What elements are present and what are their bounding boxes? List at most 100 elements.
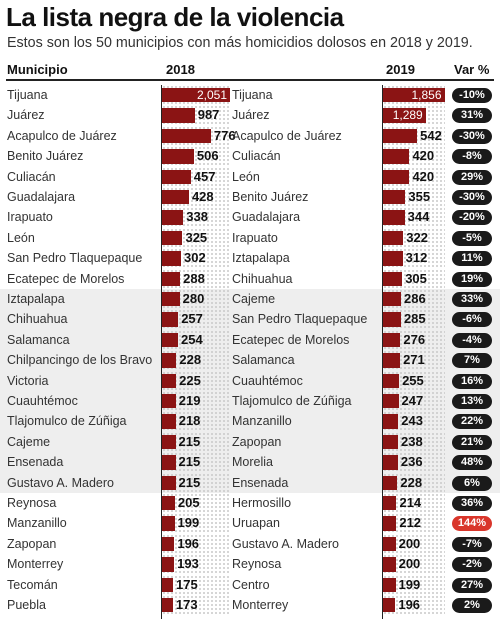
bar-2019 [383, 128, 418, 144]
table-row: Iztapalapa 280 Cajeme 286 33% [0, 289, 500, 310]
value-2019: 276 [403, 331, 426, 347]
bar-2018 [162, 557, 175, 572]
municipio-2018-name: Juárez [7, 108, 45, 123]
bar-2019 [383, 536, 396, 552]
municipio-2018-name: Chihuahua [7, 312, 68, 327]
header-var: Var % [454, 62, 490, 77]
bar-2018 [162, 598, 173, 613]
table-row: San Pedro Tlaquepaque 302 Iztapalapa 312 11% [0, 248, 500, 269]
axis-2019 [382, 85, 383, 619]
bar-2018 [162, 414, 176, 429]
value-2018: 228 [179, 352, 202, 368]
municipio-2018-name: Reynosa [7, 496, 57, 510]
municipio-2019-name: Culiacán [232, 149, 281, 164]
value-2019: 199 [398, 576, 421, 592]
value-2019: 196 [398, 597, 421, 612]
dot-pattern [383, 574, 445, 595]
bar-2019 [383, 455, 398, 470]
table-row: Puebla 173 Monterrey 196 2% [0, 595, 500, 616]
value-2018: 288 [183, 270, 205, 286]
municipio-2019-name: Tijuana [232, 88, 273, 102]
bar-2019 [383, 292, 402, 307]
dot-pattern [383, 431, 445, 453]
municipio-2019-name: Cajeme [232, 292, 276, 306]
page-title: La lista negra de la violencia [6, 2, 344, 32]
table-row: Manzanillo 199 Uruapan 212 144% [0, 513, 500, 534]
value-2019: 243 [401, 413, 423, 429]
dot-pattern [162, 309, 230, 330]
municipio-2019-name: Tlajomulco de Zúñiga [232, 394, 352, 408]
dot-pattern [162, 391, 230, 412]
municipio-2018-name: Chilpancingo de los Bravo [7, 353, 153, 368]
dot-pattern [162, 452, 230, 473]
var-pct-badge: -5% [452, 230, 492, 246]
municipio-2019-name: Guadalajara [232, 210, 301, 225]
bar-2019 [383, 312, 401, 327]
value-2019: 255 [402, 372, 424, 388]
table-row: Salamanca 254 Ecatepec de Morelos 276 -4% [0, 329, 500, 351]
bar-2019 [383, 557, 396, 572]
value-2019: 305 [405, 270, 427, 286]
table-row: Zapopan 196 Gustavo A. Madero 200 -7% [0, 533, 500, 555]
value-2018: 457 [193, 168, 216, 184]
dot-pattern [162, 472, 230, 493]
axis-2018 [161, 85, 162, 619]
bar-2018 [162, 332, 178, 348]
municipio-2018-name: Monterrey [7, 557, 64, 572]
value-2018: 215 [178, 474, 201, 490]
bar-2018 [162, 230, 183, 246]
municipio-2018-name: Guadalajara [7, 190, 76, 204]
var-pct-badge: 27% [452, 577, 492, 593]
header-municipio: Municipio [7, 62, 68, 77]
value-2018: 205 [177, 495, 200, 510]
bar-2018 [162, 190, 189, 205]
bar-2019 [383, 434, 398, 450]
value-2019: 542 [420, 127, 442, 143]
table-row: Ensenada 215 Morelia 236 48% [0, 452, 500, 473]
value-2018: 215 [178, 433, 201, 449]
bar-2018 [162, 149, 194, 164]
municipio-2019-name: Ensenada [232, 475, 289, 490]
municipio-2018-name: Benito Juárez [7, 149, 84, 164]
subtitle: Estos son los 50 municipios con más homi… [7, 35, 473, 51]
var-pct-badge: 7% [452, 353, 492, 369]
value-2018: 325 [185, 229, 208, 245]
value-2018: 199 [177, 515, 200, 531]
var-pct-badge: -6% [452, 312, 492, 328]
value-2018: 225 [179, 372, 201, 388]
var-pct-badge: -8% [452, 149, 492, 165]
dot-pattern [383, 595, 445, 616]
municipio-2018-name: Ensenada [7, 455, 64, 470]
var-pct-badge: 22% [452, 414, 492, 430]
table-row: Chihuahua 257 San Pedro Tlaquepaque 285 -6% [0, 309, 500, 330]
header-rule [6, 79, 494, 81]
municipio-2019-name: León [232, 169, 260, 184]
dot-pattern [383, 554, 445, 575]
dot-pattern [383, 513, 445, 534]
var-pct-badge: 48% [452, 455, 492, 471]
bar-2019 [383, 598, 396, 613]
var-pct-badge: 6% [452, 475, 492, 491]
table-row: Guadalajara 428 Benito Juárez 355 -30% [0, 187, 500, 208]
table-row: Tijuana 2,051 Tijuana 1,856 -10% [0, 85, 500, 106]
municipio-2018-name: Cuauhtémoc [7, 394, 78, 408]
value-2019: 214 [399, 495, 422, 510]
municipio-2018-name: Puebla [7, 598, 46, 612]
var-pct-badge: -2% [452, 557, 492, 573]
table-row: Culiacán 457 León 420 29% [0, 166, 500, 187]
value-2018: 254 [181, 331, 203, 347]
value-2019: 247 [401, 393, 424, 408]
bar-2018 [162, 169, 191, 184]
bar-2018 [162, 292, 180, 307]
municipio-2018-name: Salamanca [7, 332, 70, 347]
value-2019: 238 [400, 433, 423, 449]
var-pct-badge: 31% [452, 108, 492, 124]
value-2019: 420 [412, 148, 435, 164]
municipio-2019-name: Salamanca [232, 353, 295, 368]
bar-2018 [162, 516, 175, 531]
table-row: Tlajomulco de Zúñiga 218 Manzanillo 243 22% [0, 411, 500, 432]
bar-2018 [162, 373, 177, 388]
table-row: Benito Juárez 506 Culiacán 420 -8% [0, 146, 500, 167]
table-row: Tecomán 175 Centro 199 27% [0, 574, 500, 595]
municipio-2019-name: Morelia [232, 455, 273, 470]
